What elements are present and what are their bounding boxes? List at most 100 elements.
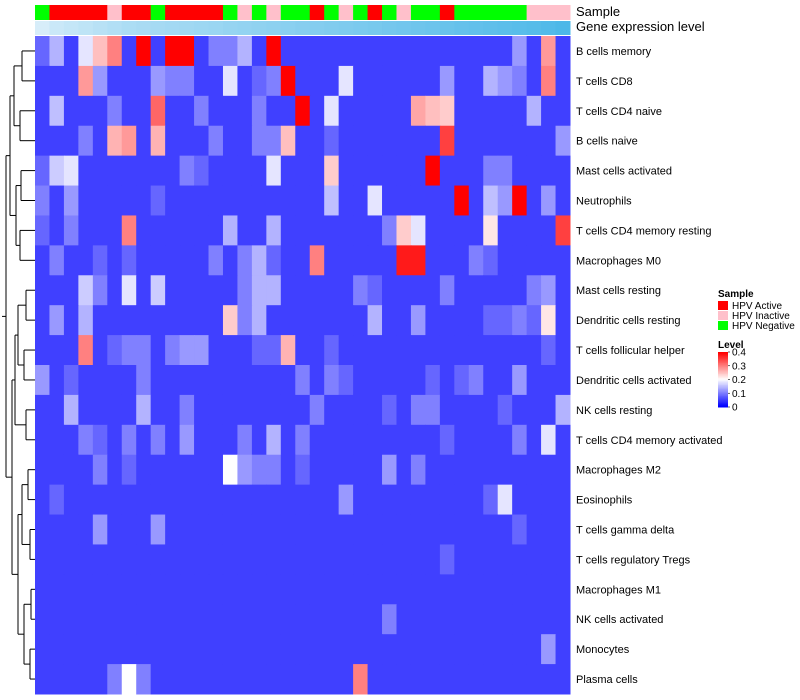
heatmap-cell <box>35 155 50 187</box>
heatmap-cell <box>150 604 166 635</box>
heatmap-cell <box>410 394 426 426</box>
sample-cell <box>194 5 210 20</box>
heatmap-cell <box>454 245 470 276</box>
row-label: Eosinophils <box>576 495 633 507</box>
heatmap-cell <box>439 335 455 366</box>
heatmap-cell <box>150 65 166 97</box>
heatmap-cell <box>49 335 65 366</box>
heatmap-cell <box>222 484 238 516</box>
heatmap-cell <box>555 454 571 486</box>
heatmap-cell <box>382 95 397 127</box>
heatmap-cell <box>396 185 412 216</box>
heatmap-cell <box>382 394 397 426</box>
heatmap-cell <box>526 305 542 336</box>
heatmap-cell <box>497 215 513 246</box>
heatmap-cell <box>410 514 426 545</box>
heatmap-cell <box>526 95 542 127</box>
heatmap-cell <box>222 454 238 486</box>
heatmap-cell <box>309 664 325 695</box>
heatmap-cell <box>497 245 513 276</box>
heatmap-cell <box>338 514 354 545</box>
heatmap-cell <box>541 275 557 306</box>
heatmap-cell <box>497 185 513 216</box>
heatmap-cell <box>136 36 152 67</box>
heatmap-cell <box>237 125 253 157</box>
heatmap-cell <box>63 394 79 426</box>
heatmap-cell <box>410 664 426 695</box>
heatmap-cell <box>107 95 123 127</box>
heatmap-cell <box>266 574 282 605</box>
heatmap-cell <box>251 424 267 456</box>
heatmap-cell <box>454 65 470 97</box>
heatmap-cell <box>92 65 108 97</box>
heatmap-cell <box>237 394 253 426</box>
heatmap-cell <box>353 155 369 187</box>
heatmap-cell <box>179 36 195 67</box>
heatmap-cell <box>49 574 65 605</box>
heatmap-cell <box>468 574 484 605</box>
heatmap-cell <box>194 275 210 306</box>
heatmap-cell <box>295 574 311 605</box>
heatmap-cell <box>179 365 195 396</box>
heatmap-cell <box>107 664 123 695</box>
sample-cell <box>425 5 441 20</box>
heatmap-cell <box>107 454 123 486</box>
heatmap-cell <box>483 634 499 665</box>
heatmap-cell <box>324 335 340 366</box>
heatmap-cell <box>410 604 426 635</box>
heatmap-cell <box>353 634 369 665</box>
heatmap-cell <box>497 305 513 336</box>
heatmap-cell <box>266 484 282 516</box>
heatmap-cell <box>266 245 282 276</box>
heatmap-cell <box>497 424 513 456</box>
heatmap-cell <box>251 394 267 426</box>
heatmap-cell <box>92 245 108 276</box>
heatmap-cell <box>512 335 528 366</box>
heatmap-cell <box>555 394 571 426</box>
heatmap-cell <box>338 574 354 605</box>
heatmap-cell <box>468 65 484 97</box>
heatmap-cell <box>439 544 455 575</box>
heatmap-cell <box>78 365 94 396</box>
row-label: Macrophages M2 <box>576 465 661 477</box>
expression-cell <box>78 21 94 35</box>
heatmap-cell <box>150 424 166 456</box>
heatmap-cell <box>309 185 325 216</box>
heatmap-cell <box>439 424 455 456</box>
heatmap-cell <box>150 574 166 605</box>
expression-cell <box>280 21 296 35</box>
heatmap-cell <box>49 484 65 516</box>
heatmap-cell <box>92 215 108 246</box>
heatmap-cell <box>309 574 325 605</box>
heatmap-cell <box>324 125 340 157</box>
heatmap-cell <box>353 36 369 67</box>
colorbar-step <box>718 352 728 354</box>
heatmap-cell <box>541 305 557 336</box>
heatmap-cell <box>324 454 340 486</box>
heatmap-cell <box>266 514 282 545</box>
heatmap-cell <box>468 394 484 426</box>
expression-cell <box>468 21 484 35</box>
heatmap-cell <box>541 634 557 665</box>
heatmap-cell <box>150 484 166 516</box>
heatmap-cell <box>382 215 397 246</box>
heatmap-cell <box>309 305 325 336</box>
heatmap-cell <box>194 484 210 516</box>
expression-cell <box>541 21 557 35</box>
heatmap-cell <box>150 185 166 216</box>
heatmap-cell <box>367 574 383 605</box>
heatmap-cell <box>136 305 152 336</box>
level-legend-title: Level <box>718 340 744 351</box>
sample-cell <box>396 5 412 20</box>
heatmap-cell <box>165 36 181 67</box>
heatmap-cell <box>309 544 325 575</box>
heatmap-cell <box>266 544 282 575</box>
heatmap-cell <box>49 394 65 426</box>
row-label: Mast cells resting <box>576 285 661 297</box>
heatmap-cell <box>541 125 557 157</box>
heatmap-cell <box>497 275 513 306</box>
heatmap-cell <box>136 634 152 665</box>
heatmap-cell <box>396 155 412 187</box>
heatmap-cell <box>150 245 166 276</box>
heatmap-cell <box>497 544 513 575</box>
